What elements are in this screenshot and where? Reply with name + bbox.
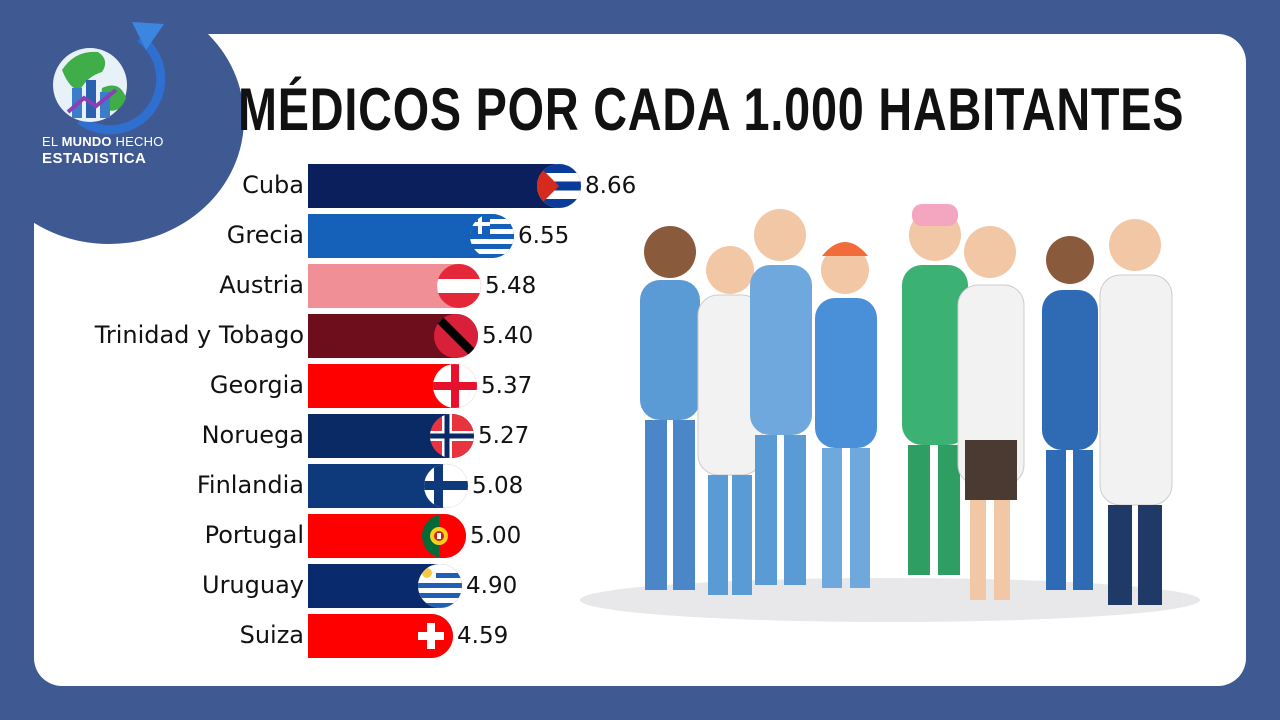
trinidad-tobago-flag-icon	[434, 314, 478, 358]
logo-background	[0, 0, 244, 244]
chart-row: Uruguay 4.90	[60, 562, 680, 612]
cuba-flag-icon	[537, 164, 581, 208]
country-label: Finlandia	[196, 471, 304, 499]
country-label: Cuba	[242, 171, 304, 199]
country-label: Suiza	[239, 621, 304, 649]
value-label: 5.48	[485, 273, 537, 299]
austria-flag-icon	[437, 264, 481, 308]
chart-row: Finlandia 5.08	[60, 462, 680, 512]
finland-flag-icon	[424, 464, 468, 508]
switzerland-flag-icon	[409, 614, 453, 658]
country-label: Trinidad y Tobago	[94, 321, 304, 349]
georgia-flag-icon	[433, 364, 477, 408]
value-label: 5.27	[478, 423, 530, 449]
globe-logo-icon	[53, 22, 166, 135]
chart-row: Austria 5.48	[60, 262, 680, 312]
value-label: 4.90	[466, 573, 518, 599]
chart-row: Grecia 6.55	[60, 212, 680, 262]
portugal-flag-icon	[422, 514, 466, 558]
chart-row: Georgia 5.37	[60, 362, 680, 412]
country-label: Grecia	[226, 221, 304, 249]
value-label: 5.00	[470, 523, 522, 549]
country-label: Noruega	[201, 421, 304, 449]
country-label: Uruguay	[202, 571, 304, 599]
country-label: Portugal	[204, 521, 304, 549]
greece-flag-icon	[470, 214, 514, 258]
value-label: 5.40	[482, 323, 534, 349]
page-title: MÉDICOS POR CADA 1.000 HABITANTES	[238, 76, 1185, 143]
chart-row: Portugal 5.00	[60, 512, 680, 562]
country-label: Georgia	[209, 371, 304, 399]
country-label: Austria	[219, 271, 304, 299]
value-label: 5.37	[481, 373, 533, 399]
brand-line-2: ESTADISTICA	[42, 150, 147, 167]
uruguay-flag-icon	[418, 564, 462, 608]
bar	[308, 164, 581, 208]
chart-row: Cuba 8.66	[60, 162, 680, 212]
value-label: 5.08	[472, 473, 524, 499]
chart-row: Suiza 4.59	[60, 612, 680, 662]
bar-chart: Cuba 8.66 Grecia 6.55 Austria 5.48 Trinidad y …	[60, 162, 680, 662]
chart-row: Noruega 5.27	[60, 412, 680, 462]
value-label: 4.59	[457, 623, 509, 649]
value-label: 8.66	[585, 173, 637, 199]
value-label: 6.55	[518, 223, 570, 249]
medical-staff-illustration	[580, 204, 1200, 622]
chart-row: Trinidad y Tobago 5.40	[60, 312, 680, 362]
norway-flag-icon	[430, 414, 474, 458]
brand-line-1: EL MUNDO HECHO	[42, 134, 164, 149]
